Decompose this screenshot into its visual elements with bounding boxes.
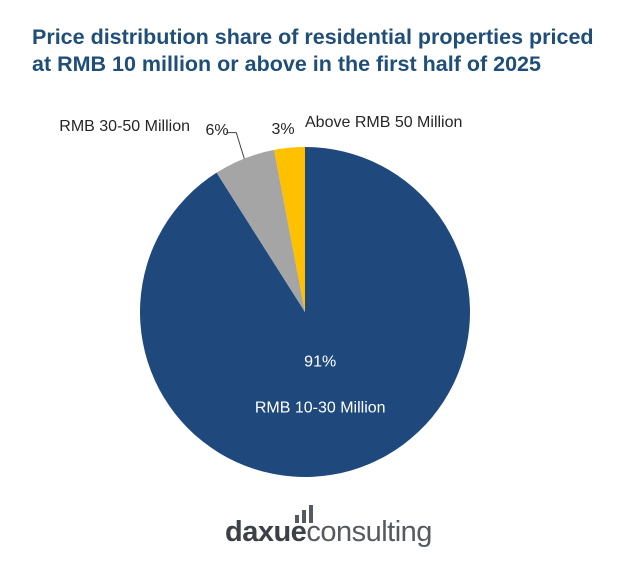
leader-lines bbox=[226, 132, 245, 159]
data-label-name-1: RMB 10-30 Million bbox=[255, 399, 386, 416]
data-label-name-2: RMB 30-50 Million bbox=[59, 118, 190, 135]
data-label-name-3: Above RMB 50 Million bbox=[305, 114, 462, 131]
logo-text-daxue: daxue bbox=[225, 516, 307, 548]
data-label-value-3: 3% bbox=[271, 121, 294, 138]
logo-text-consulting: consulting bbox=[306, 516, 432, 548]
pie-slice-1 bbox=[139, 147, 470, 478]
logo-bars-icon bbox=[295, 505, 313, 523]
logo-bar-2 bbox=[302, 510, 306, 523]
chart-title: Price distribution share of residential … bbox=[32, 24, 622, 78]
pie-slice-2 bbox=[216, 149, 305, 312]
data-label-value-2: 6% bbox=[205, 122, 228, 139]
chart-title-line-2: at RMB 10 million or above in the first … bbox=[32, 52, 541, 76]
data-labels: 91% RMB 10-30 Million RMB 30-50 Million 6% 3… bbox=[59, 114, 462, 416]
pie-slice-3 bbox=[274, 147, 305, 312]
data-label-value-1: 91% bbox=[304, 353, 336, 370]
logo-text: daxueconsulting bbox=[225, 516, 432, 549]
chart-title-line-1: Price distribution share of residential … bbox=[32, 25, 594, 49]
pie-slices bbox=[139, 147, 470, 478]
logo-bar-1 bbox=[295, 515, 299, 523]
daxue-consulting-logo bbox=[0, 500, 641, 560]
logo-bar-3 bbox=[309, 505, 313, 523]
leader-line-2 bbox=[226, 132, 245, 159]
